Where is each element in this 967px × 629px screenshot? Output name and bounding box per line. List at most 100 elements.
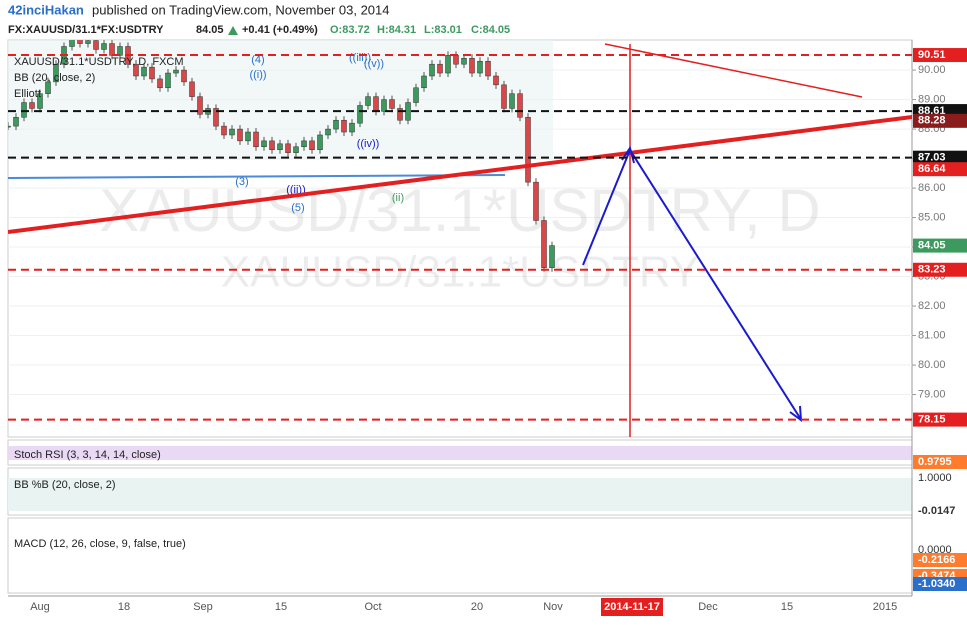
x-tick-label: 15 xyxy=(781,601,793,613)
candle xyxy=(549,245,555,268)
change: +0.41 (+0.49%) xyxy=(242,24,318,36)
candle xyxy=(405,102,411,121)
x-tick-label: Oct xyxy=(364,601,381,613)
candle xyxy=(461,58,467,65)
x-tick-label: Aug xyxy=(30,601,50,613)
up-arrow xyxy=(228,26,238,35)
pane-badge xyxy=(913,577,967,591)
candle xyxy=(397,108,403,121)
candle xyxy=(277,143,283,150)
pane-badge xyxy=(913,553,967,567)
candle xyxy=(85,40,91,44)
candle xyxy=(437,63,443,74)
price-badge-label: 78.15 xyxy=(918,414,946,426)
pane-title: Stoch RSI (3, 3, 14, 14, close) xyxy=(14,449,161,461)
candle xyxy=(141,66,147,77)
candle xyxy=(213,108,219,127)
candle xyxy=(493,75,499,86)
chart-title: XAUUSD/31.1*USDTRY, D, FXCM xyxy=(14,56,184,68)
price-badge-label: 86.64 xyxy=(918,163,946,175)
study-label: BB (20, close, 2) xyxy=(14,72,95,84)
pane-label: 0.9795 xyxy=(918,456,952,468)
candle xyxy=(389,99,395,109)
candle xyxy=(237,128,243,142)
candle xyxy=(293,146,299,153)
candle xyxy=(453,55,459,65)
candle xyxy=(165,72,171,89)
price-badge-label: 83.23 xyxy=(918,264,946,276)
watermark: XAUUSD/31.1*USDTRY, D xyxy=(99,177,820,244)
price-badge xyxy=(913,48,967,63)
candle xyxy=(341,119,347,133)
price-badge-label: 90.51 xyxy=(918,49,946,61)
price-badge xyxy=(913,412,967,427)
open: O:83.72 xyxy=(330,24,370,36)
candle xyxy=(13,117,19,127)
wave-label: (4) xyxy=(251,54,264,66)
candle xyxy=(325,128,331,136)
candle xyxy=(181,69,187,83)
candle xyxy=(285,143,291,153)
candle xyxy=(253,131,259,148)
candle xyxy=(485,60,491,77)
candle xyxy=(501,84,507,109)
x-tick-label: Sep xyxy=(193,601,213,613)
published: published on TradingView.com, November 0… xyxy=(92,2,390,17)
candle xyxy=(373,96,379,112)
candle xyxy=(509,93,515,109)
y-tick-label: 90.00 xyxy=(918,64,946,76)
candle xyxy=(8,125,11,128)
candle xyxy=(477,60,483,74)
wave-label: (5) xyxy=(291,202,304,214)
candle xyxy=(77,40,83,44)
candle xyxy=(533,181,539,221)
candle xyxy=(189,81,195,97)
candle xyxy=(269,140,275,150)
stoch-band xyxy=(8,446,912,460)
candle xyxy=(525,117,531,183)
high: H:84.31 xyxy=(377,24,416,36)
candle xyxy=(149,66,155,80)
candle xyxy=(349,122,355,133)
candle xyxy=(541,220,547,268)
publisher[interactable]: 42inciHakan xyxy=(8,2,84,17)
candle xyxy=(101,43,107,50)
candle xyxy=(229,128,235,136)
candle xyxy=(445,55,451,74)
close: C:84.05 xyxy=(471,24,510,36)
candle xyxy=(517,93,523,118)
y-tick-label: 80.00 xyxy=(918,359,946,371)
wave-label: ((v)) xyxy=(364,58,384,70)
candle xyxy=(21,102,27,118)
price-badge xyxy=(913,262,967,277)
wave-label: ((i)) xyxy=(249,69,266,81)
candle xyxy=(365,96,371,106)
watermark: XAUUSD/31.1*USDTRY xyxy=(221,248,699,297)
y-tick-label: 86.00 xyxy=(918,182,946,194)
pane-badge xyxy=(913,455,967,469)
x-tick-label: 2015 xyxy=(873,601,897,613)
candle xyxy=(261,140,267,148)
pane-label: 0.0000 xyxy=(918,544,952,556)
y-tick-label: 81.00 xyxy=(918,329,946,341)
candle xyxy=(421,75,427,89)
price-badge xyxy=(913,238,967,253)
candle xyxy=(29,102,35,109)
candle xyxy=(309,140,315,150)
candle xyxy=(45,81,51,94)
x-tick-label: 18 xyxy=(118,601,130,613)
candle xyxy=(301,140,307,148)
support-line xyxy=(8,174,506,179)
candle xyxy=(93,40,99,50)
candle xyxy=(429,63,435,77)
pane-title: BB %B (20, close, 2) xyxy=(14,479,116,491)
candle xyxy=(173,69,179,74)
y-tick-label: 89.00 xyxy=(918,93,946,105)
candle xyxy=(221,125,227,136)
pane-title: MACD (12, 26, close, 9, false, true) xyxy=(14,538,186,550)
price-badge-label: 84.05 xyxy=(918,239,946,251)
price-badge-label: 88.28 xyxy=(918,115,946,127)
trend-line xyxy=(8,114,912,234)
